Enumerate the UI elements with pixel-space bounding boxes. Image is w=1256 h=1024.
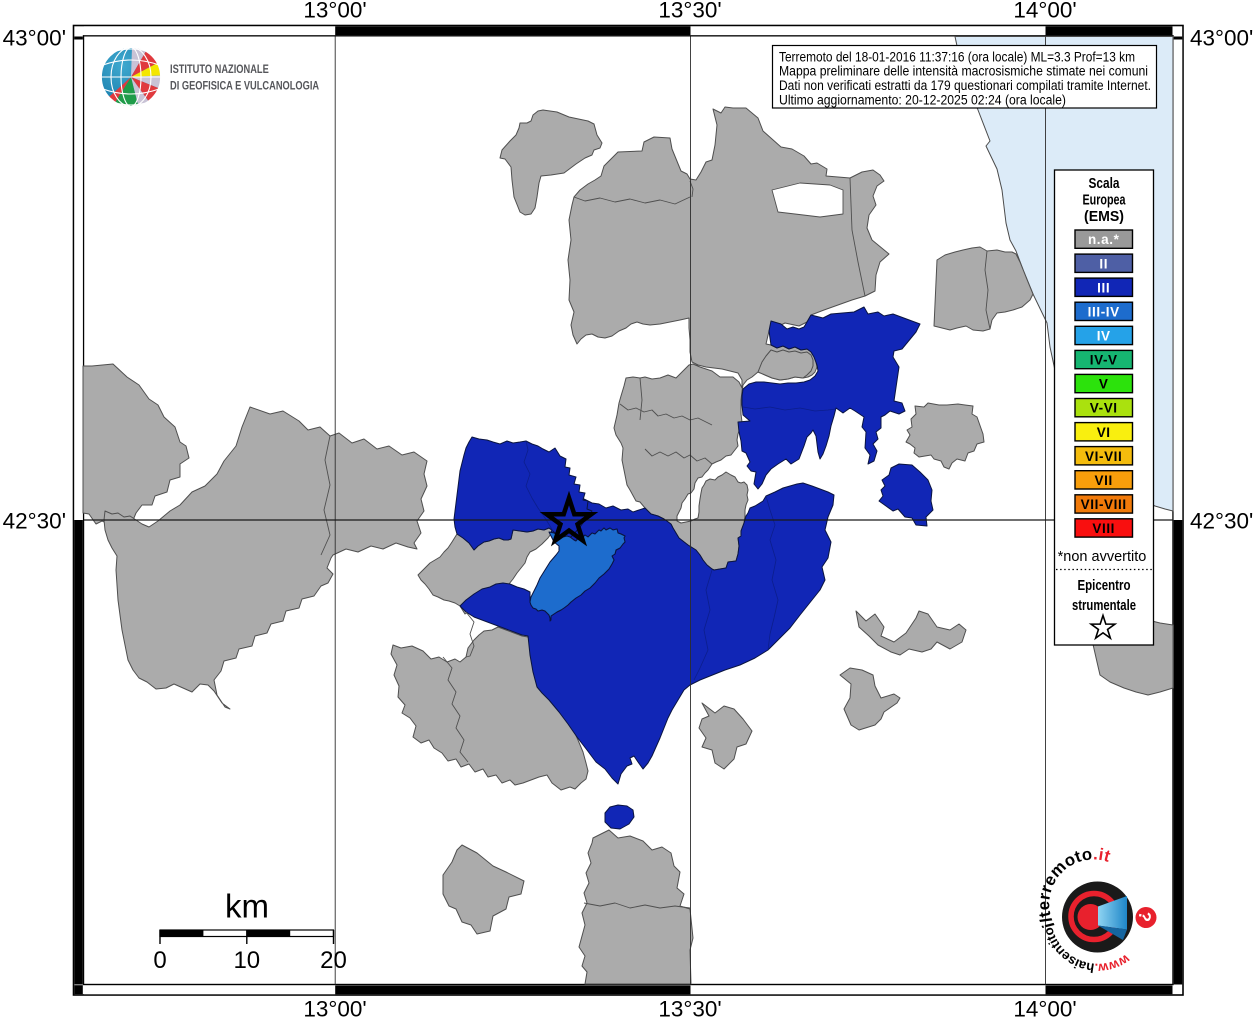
svg-text:IV: IV	[1097, 329, 1111, 344]
svg-text:13°30': 13°30'	[658, 0, 721, 23]
svg-text:Europea: Europea	[1083, 193, 1127, 209]
svg-text:VIII: VIII	[1092, 521, 1115, 536]
svg-text:VI-VII: VI-VII	[1085, 449, 1122, 464]
svg-text:VI: VI	[1097, 425, 1111, 440]
svg-text:Ultimo aggiornamento: 20-12-20: Ultimo aggiornamento: 20-12-2025 02:24 (…	[779, 92, 1066, 108]
svg-text:Dati non verificati estratti d: Dati non verificati estratti da 179 ques…	[779, 78, 1151, 94]
svg-text:*non avvertito: *non avvertito	[1058, 549, 1147, 565]
svg-text:?: ?	[1134, 910, 1155, 924]
svg-text:20: 20	[320, 947, 347, 974]
svg-text:V-VI: V-VI	[1090, 401, 1118, 416]
svg-text:Mappa preliminare delle intens: Mappa preliminare delle intensità macros…	[779, 64, 1148, 80]
svg-text:43°00': 43°00'	[1190, 26, 1253, 51]
svg-text:VII: VII	[1095, 473, 1113, 488]
svg-text:VII-VIII: VII-VIII	[1081, 497, 1127, 512]
svg-text:n.a.*: n.a.*	[1088, 232, 1120, 247]
svg-text:43°00': 43°00'	[3, 26, 66, 51]
svg-text:km: km	[225, 888, 269, 925]
svg-text:13°30': 13°30'	[658, 997, 721, 1022]
svg-text:(EMS): (EMS)	[1084, 209, 1124, 225]
svg-text:14°00': 14°00'	[1013, 0, 1076, 23]
svg-text:42°30': 42°30'	[3, 509, 66, 534]
svg-text:Epicentro: Epicentro	[1078, 578, 1131, 594]
svg-text:Scala: Scala	[1089, 176, 1121, 192]
svg-text:II: II	[1099, 256, 1108, 271]
svg-text:Terremoto del 18-01-2016 11:37: Terremoto del 18-01-2016 11:37:16 (ora l…	[779, 49, 1135, 65]
svg-text:14°00': 14°00'	[1013, 997, 1076, 1022]
svg-text:DI GEOFISICA E VULCANOLOGIA: DI GEOFISICA E VULCANOLOGIA	[170, 80, 319, 93]
svg-text:10: 10	[233, 947, 260, 974]
svg-text:0: 0	[153, 947, 166, 974]
svg-text:III-IV: III-IV	[1088, 304, 1120, 319]
svg-text:strumentale: strumentale	[1072, 598, 1136, 614]
svg-text:ISTITUTO NAZIONALE: ISTITUTO NAZIONALE	[170, 63, 269, 76]
svg-text:42°30': 42°30'	[1190, 509, 1253, 534]
svg-text:13°00': 13°00'	[303, 0, 366, 23]
svg-text:13°00': 13°00'	[303, 997, 366, 1022]
svg-text:IV-V: IV-V	[1090, 353, 1118, 368]
svg-text:V: V	[1099, 377, 1109, 392]
svg-text:III: III	[1097, 280, 1110, 295]
